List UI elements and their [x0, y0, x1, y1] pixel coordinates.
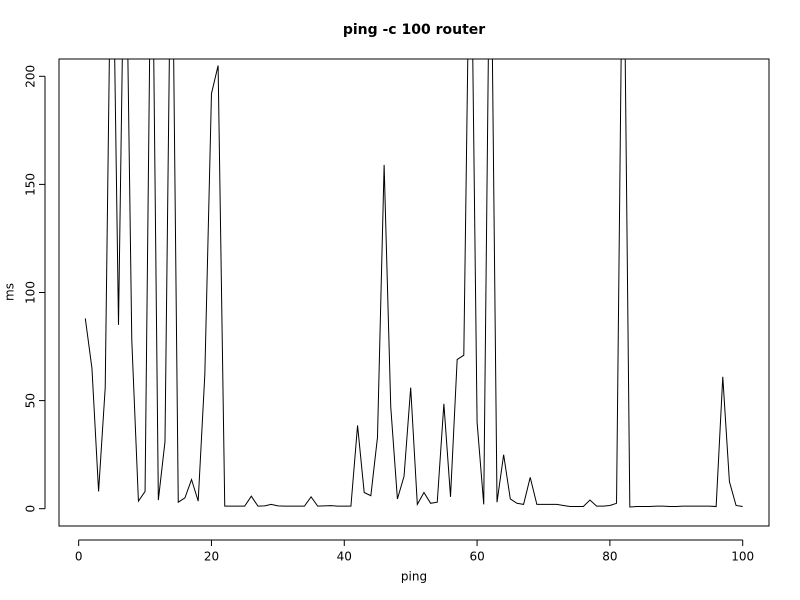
y-tick-label: 50 — [24, 393, 38, 408]
x-tick-label: 20 — [204, 550, 219, 564]
x-tick-label: 100 — [731, 550, 754, 564]
x-tick-label: 0 — [75, 550, 83, 564]
y-tick-label: 0 — [24, 505, 38, 513]
plot-box — [58, 58, 770, 527]
x-tick-label: 40 — [337, 550, 352, 564]
y-tick-label: 150 — [24, 173, 38, 196]
x-axis-label: ping — [401, 570, 427, 584]
y-tick-label: 200 — [24, 65, 38, 88]
x-tick-label: 60 — [469, 550, 484, 564]
data-line — [84, 59, 743, 508]
y-axis-label: ms — [3, 283, 17, 301]
chart-title: ping -c 100 router — [343, 22, 485, 38]
x-tick-label: 80 — [602, 550, 617, 564]
y-tick-label: 100 — [24, 281, 38, 304]
